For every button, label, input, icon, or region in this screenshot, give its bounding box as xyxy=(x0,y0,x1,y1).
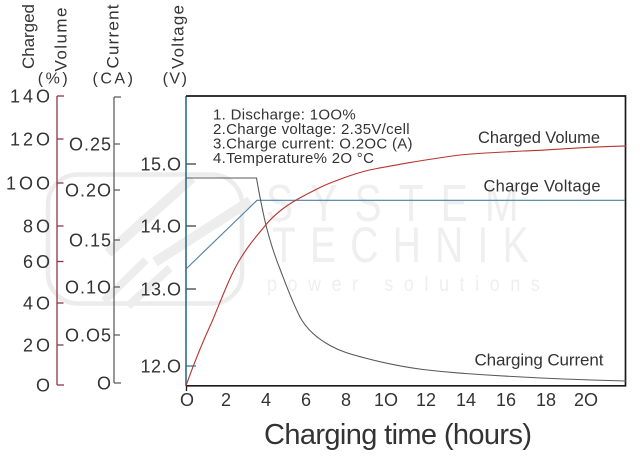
svg-text:Current: Current xyxy=(104,4,123,68)
svg-text:1O: 1O xyxy=(374,390,398,410)
svg-text:Voltage: Voltage xyxy=(169,5,188,69)
svg-text:O: O xyxy=(97,374,112,394)
svg-text:2O: 2O xyxy=(574,390,598,410)
svg-text:15.O: 15.O xyxy=(140,155,181,175)
svg-text:4O: 4O xyxy=(23,294,53,314)
svg-text:2.Charge voltage: 2.35V/cell: 2.Charge voltage: 2.35V/cell xyxy=(213,121,410,138)
svg-text:(CA): (CA) xyxy=(93,71,136,88)
svg-text:O.25: O.25 xyxy=(69,135,112,155)
svg-text:power solutions: power solutions xyxy=(267,273,545,297)
svg-text:Charged: Charged xyxy=(19,4,38,69)
svg-text:4: 4 xyxy=(261,390,271,410)
svg-text:O.2O: O.2O xyxy=(65,181,112,201)
svg-text:Charging time (hours): Charging time (hours) xyxy=(264,419,532,451)
svg-text:16: 16 xyxy=(496,390,516,410)
svg-text:12: 12 xyxy=(416,390,436,410)
svg-text:1OO: 1OO xyxy=(6,174,53,194)
svg-text:Charging Current: Charging Current xyxy=(475,351,604,370)
svg-text:12.O: 12.O xyxy=(140,357,181,377)
svg-text:8: 8 xyxy=(341,390,351,410)
svg-text:Charge Voltage: Charge Voltage xyxy=(484,178,601,196)
svg-text:2O: 2O xyxy=(23,336,53,356)
svg-text:2: 2 xyxy=(221,390,231,410)
svg-text:Volume: Volume xyxy=(52,8,71,72)
svg-text:Charged Volume: Charged Volume xyxy=(478,129,600,147)
svg-text:6: 6 xyxy=(301,390,311,410)
svg-text:13.O: 13.O xyxy=(140,280,181,300)
svg-text:(%): (%) xyxy=(38,71,70,88)
svg-text:18: 18 xyxy=(536,390,556,410)
svg-text:O: O xyxy=(36,376,53,396)
svg-text:8O: 8O xyxy=(23,217,53,237)
svg-text:1. Discharge: 1OO%: 1. Discharge: 1OO% xyxy=(213,107,356,124)
svg-text:14.O: 14.O xyxy=(140,217,181,237)
svg-text:6O: 6O xyxy=(23,252,53,272)
svg-text:O.O5: O.O5 xyxy=(65,326,112,346)
svg-text:O.15: O.15 xyxy=(69,231,112,251)
svg-text:14: 14 xyxy=(456,390,476,410)
svg-text:12O: 12O xyxy=(10,130,53,150)
svg-text:4.Temperature% 2O °C: 4.Temperature% 2O °C xyxy=(213,150,374,167)
svg-text:O.1O: O.1O xyxy=(65,278,112,298)
svg-text:O: O xyxy=(180,390,194,410)
svg-text:TECHNIK: TECHNIK xyxy=(272,216,533,273)
svg-text:14O: 14O xyxy=(10,87,53,107)
svg-text:(V): (V) xyxy=(163,71,189,88)
svg-text:3.Charge current: O.2OC (A): 3.Charge current: O.2OC (A) xyxy=(213,136,413,153)
